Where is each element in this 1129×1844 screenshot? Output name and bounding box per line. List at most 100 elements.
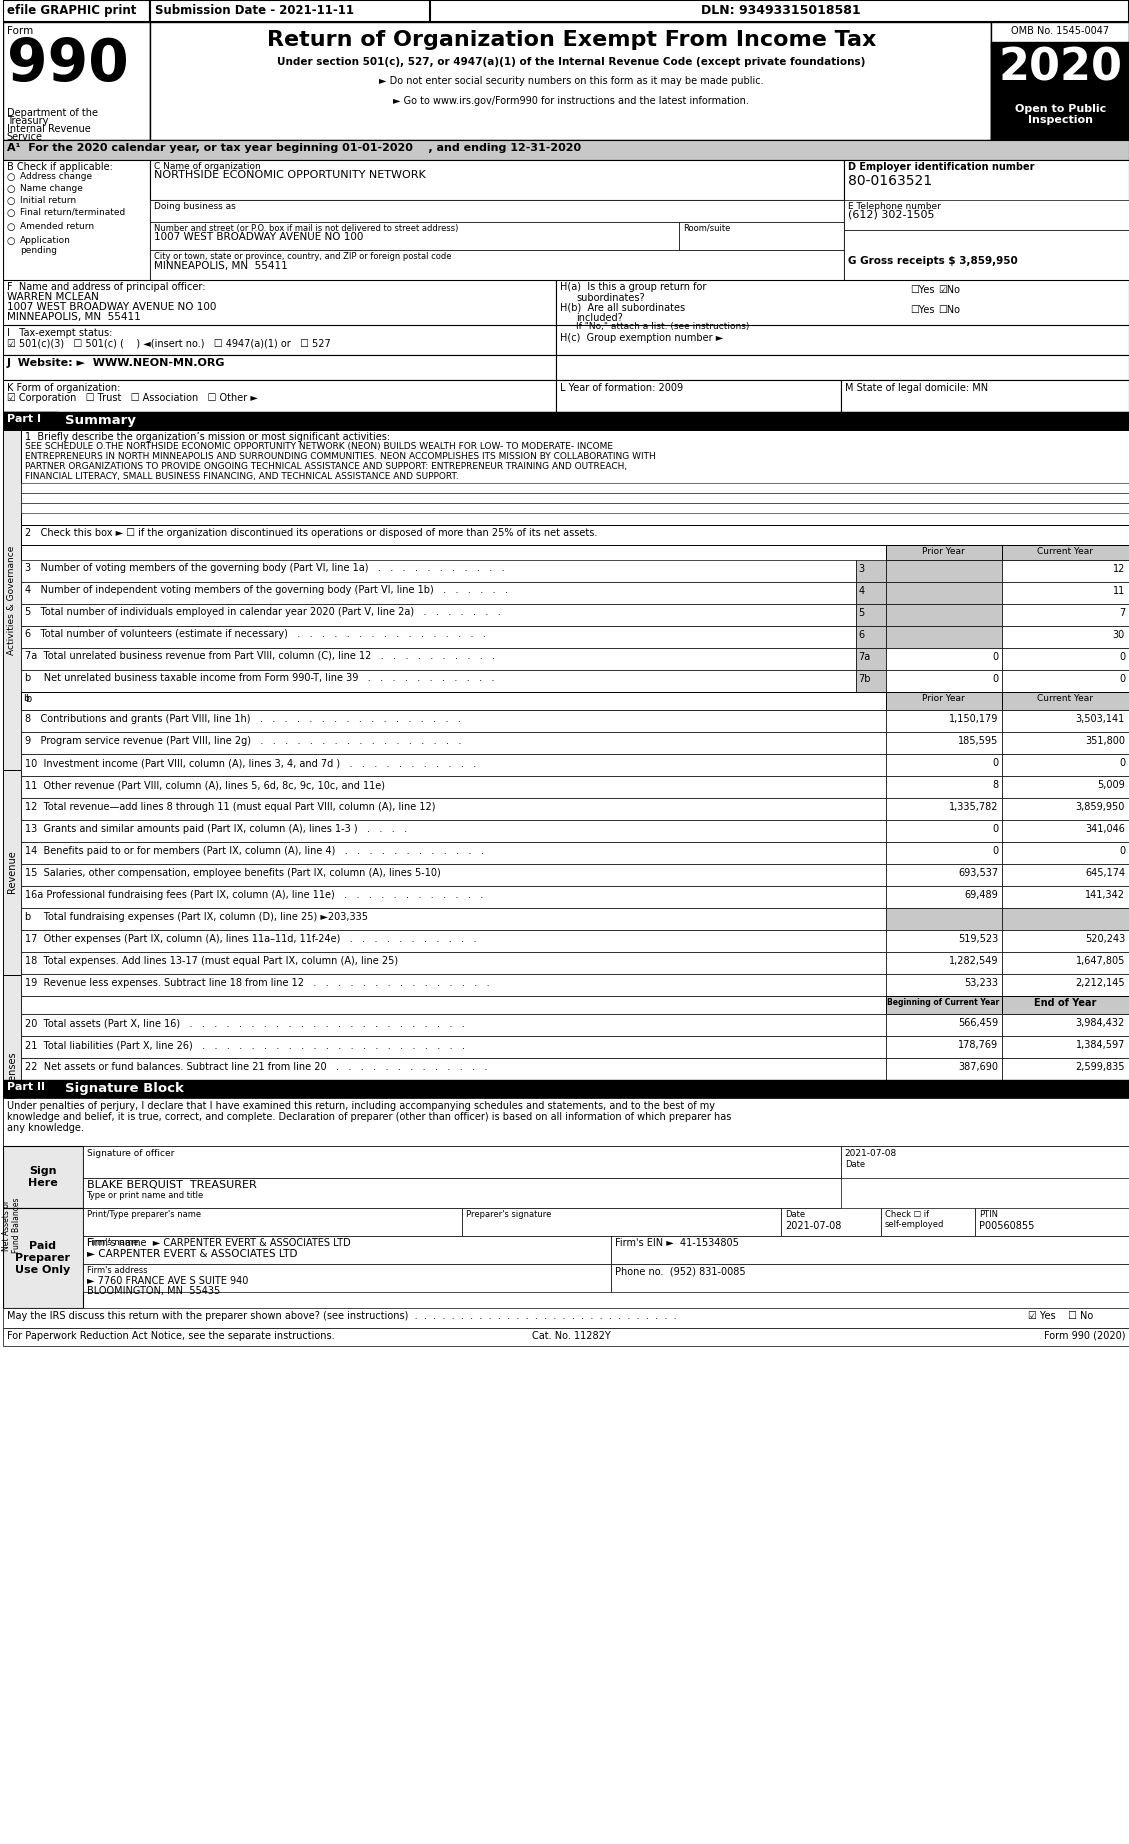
Bar	[20, 843, 885, 865]
Text: 0: 0	[1119, 758, 1124, 767]
Text: 0: 0	[1119, 675, 1124, 684]
Text: ○: ○	[7, 171, 15, 183]
Text: self-employed: self-employed	[885, 1221, 944, 1228]
Bar	[885, 710, 1003, 732]
Text: ☐Yes: ☐Yes	[910, 286, 935, 295]
Text: Sign
Here: Sign Here	[28, 1165, 58, 1188]
Text: Date: Date	[785, 1210, 805, 1219]
Text: L Year of formation: 2009: L Year of formation: 2009	[560, 384, 683, 393]
Text: 14  Benefits paid to or for members (Part IX, column (A), line 4)   .   .   .   : 14 Benefits paid to or for members (Part…	[25, 846, 483, 856]
Bar	[20, 625, 856, 647]
Bar	[20, 430, 1129, 526]
Bar	[975, 1208, 1129, 1235]
Bar	[885, 625, 1003, 647]
Text: FINANCIAL LITERACY, SMALL BUSINESS FINANCING, AND TECHNICAL ASSISTANCE AND SUPPO: FINANCIAL LITERACY, SMALL BUSINESS FINAN…	[25, 472, 458, 481]
Bar	[1003, 1036, 1129, 1058]
Text: 2020: 2020	[998, 46, 1122, 90]
Text: Phone no.  (952) 831-0085: Phone no. (952) 831-0085	[615, 1267, 746, 1276]
Text: F  Name and address of principal officer:: F Name and address of principal officer:	[7, 282, 205, 291]
Bar	[885, 605, 1003, 625]
Bar	[885, 865, 1003, 885]
Bar	[1003, 996, 1129, 1014]
Bar	[557, 356, 1129, 380]
Text: 0: 0	[992, 824, 998, 833]
Text: b: b	[23, 693, 28, 703]
Text: PARTNER ORGANIZATIONS TO PROVIDE ONGOING TECHNICAL ASSISTANCE AND SUPPORT: ENTRE: PARTNER ORGANIZATIONS TO PROVIDE ONGOING…	[25, 463, 627, 470]
Text: Prior Year: Prior Year	[922, 548, 965, 557]
Text: Signature of officer: Signature of officer	[87, 1149, 174, 1158]
Text: Internal Revenue: Internal Revenue	[7, 124, 90, 135]
Text: Firm's name: Firm's name	[87, 1237, 138, 1247]
Bar	[82, 1235, 611, 1263]
Bar	[885, 929, 1003, 952]
Text: ○: ○	[7, 221, 15, 232]
Bar	[856, 583, 885, 605]
Bar	[2, 430, 20, 771]
Text: Firm's name  ► CARPENTER EVERT & ASSOCIATES LTD: Firm's name ► CARPENTER EVERT & ASSOCIAT…	[87, 1237, 350, 1248]
Text: 12  Total revenue—add lines 8 through 11 (must equal Part VIII, column (A), line: 12 Total revenue—add lines 8 through 11 …	[25, 802, 435, 811]
Text: 2021-07-08: 2021-07-08	[844, 1149, 896, 1158]
Bar	[20, 692, 38, 706]
Bar	[20, 1036, 885, 1058]
Text: 11: 11	[1113, 586, 1124, 596]
Bar	[885, 907, 1003, 929]
Bar	[885, 974, 1003, 996]
Text: 0: 0	[992, 653, 998, 662]
Bar	[150, 0, 430, 22]
Text: ○: ○	[7, 195, 15, 207]
Bar	[611, 1235, 1129, 1263]
Text: Type or print name and title: Type or print name and title	[87, 1191, 203, 1200]
Bar	[20, 561, 856, 583]
Text: Form 990 (2020): Form 990 (2020)	[1043, 1331, 1124, 1341]
Text: 1,384,597: 1,384,597	[1076, 1040, 1124, 1049]
Text: H(b)  Are all subordinates: H(b) Are all subordinates	[560, 302, 685, 313]
Text: Date: Date	[844, 1160, 865, 1169]
Bar	[20, 776, 885, 798]
Text: 387,690: 387,690	[959, 1062, 998, 1071]
Text: NORTHSIDE ECONOMIC OPPORTUNITY NETWORK: NORTHSIDE ECONOMIC OPPORTUNITY NETWORK	[155, 170, 426, 181]
Bar	[462, 1208, 781, 1235]
Bar	[20, 583, 856, 605]
Text: 5   Total number of individuals employed in calendar year 2020 (Part V, line 2a): 5 Total number of individuals employed i…	[25, 607, 500, 618]
Text: 3: 3	[859, 564, 865, 573]
Text: Form: Form	[7, 26, 33, 37]
Bar	[20, 996, 885, 1014]
Text: Initial return: Initial return	[19, 195, 76, 205]
Text: End of Year: End of Year	[1034, 998, 1096, 1009]
Text: 6   Total number of volunteers (estimate if necessary)   .   .   .   .   .   .  : 6 Total number of volunteers (estimate i…	[25, 629, 485, 640]
Text: ☑ Yes    ☐ No: ☑ Yes ☐ No	[1027, 1311, 1093, 1320]
Bar	[2, 1208, 82, 1307]
Bar	[1003, 798, 1129, 821]
Bar	[20, 952, 885, 974]
Text: Expenses: Expenses	[7, 1051, 17, 1099]
Text: 3   Number of voting members of the governing body (Part VI, line 1a)   .   .   : 3 Number of voting members of the govern…	[25, 562, 505, 573]
Text: Inspection: Inspection	[1027, 114, 1093, 125]
Text: ○: ○	[7, 236, 15, 245]
Text: MINNEAPOLIS, MN  55411: MINNEAPOLIS, MN 55411	[7, 312, 140, 323]
Bar	[2, 771, 20, 975]
Bar	[885, 732, 1003, 754]
Bar	[885, 583, 1003, 605]
Text: Activities & Governance: Activities & Governance	[7, 546, 16, 655]
Text: 30: 30	[1113, 631, 1124, 640]
Text: 990: 990	[7, 37, 129, 92]
Bar	[885, 821, 1003, 843]
Text: Summary: Summary	[64, 415, 135, 428]
Text: K Form of organization:: K Form of organization:	[7, 384, 120, 393]
Text: 17  Other expenses (Part IX, column (A), lines 11a–11d, 11f-24e)   .   .   .   .: 17 Other expenses (Part IX, column (A), …	[25, 935, 476, 944]
Bar	[1003, 732, 1129, 754]
Bar	[885, 996, 1003, 1014]
Text: Signature Block: Signature Block	[64, 1082, 183, 1095]
Text: 16a Professional fundraising fees (Part IX, column (A), line 11e)   .   .   .   : 16a Professional fundraising fees (Part …	[25, 891, 483, 900]
Text: Print/Type preparer's name: Print/Type preparer's name	[87, 1210, 201, 1219]
Text: I   Tax-exempt status:: I Tax-exempt status:	[7, 328, 112, 337]
Text: 22  Net assets or fund balances. Subtract line 21 from line 20   .   .   .   .  : 22 Net assets or fund balances. Subtract…	[25, 1062, 488, 1071]
Text: WARREN MCLEAN: WARREN MCLEAN	[7, 291, 98, 302]
Bar	[885, 776, 1003, 798]
Text: Current Year: Current Year	[1038, 548, 1093, 557]
Bar	[885, 1058, 1003, 1081]
Bar	[557, 380, 841, 411]
Text: 5,009: 5,009	[1097, 780, 1124, 789]
Text: OMB No. 1545-0047: OMB No. 1545-0047	[1012, 26, 1109, 37]
Bar	[1003, 952, 1129, 974]
